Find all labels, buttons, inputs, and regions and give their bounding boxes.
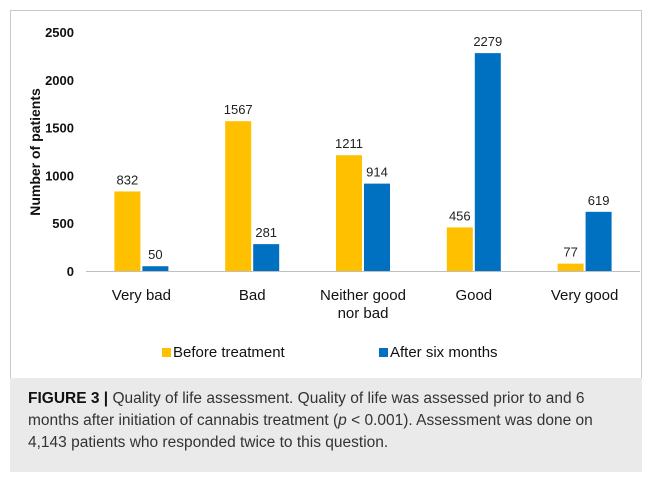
y-tick-label: 1000 xyxy=(45,168,74,183)
bar-after xyxy=(142,266,169,271)
data-label: 619 xyxy=(588,193,610,208)
caption-label: FIGURE 3 | xyxy=(28,390,109,407)
y-tick-label: 500 xyxy=(52,216,74,231)
legend-item-before: Before treatment xyxy=(162,344,285,361)
x-tick-label: Good xyxy=(455,287,492,304)
bar-before xyxy=(336,155,362,271)
bar-after xyxy=(585,211,612,271)
data-label: 281 xyxy=(255,225,277,240)
bar-after xyxy=(364,183,390,271)
legend-label-after: After six months xyxy=(390,344,498,361)
data-label: 1567 xyxy=(224,102,253,117)
bar-chart: 0 500 1000 1500 2000 2500 Number of patients 83… xyxy=(27,25,640,322)
bar-after xyxy=(474,53,501,272)
y-tick-label: 1500 xyxy=(45,121,74,136)
bar-before xyxy=(225,121,252,272)
y-tick-label: 0 xyxy=(67,264,74,279)
data-label: 77 xyxy=(563,245,577,260)
x-tick-label: Very bad xyxy=(112,287,171,304)
chart-legend: Before treatment After six months xyxy=(0,344,652,368)
caption-text: Quality of life assessment. Quality of l… xyxy=(28,390,585,429)
x-tick-label: Bad xyxy=(239,287,266,304)
x-tick-label: Very good xyxy=(551,287,619,304)
figure-caption: FIGURE 3 | Quality of life assessment. Q… xyxy=(10,378,642,472)
legend-swatch-after xyxy=(379,348,388,357)
bar-before xyxy=(557,263,584,271)
data-label: 456 xyxy=(449,208,471,223)
caption-text-2: < 0.001). Assessment was done on 4,143 p… xyxy=(28,412,593,451)
data-label: 832 xyxy=(117,172,139,187)
caption-p-symbol: p xyxy=(338,412,347,429)
bar-after xyxy=(253,244,280,271)
bar-before xyxy=(446,227,473,271)
legend-label-before: Before treatment xyxy=(173,344,285,361)
legend-item-after: After six months xyxy=(379,344,498,361)
x-tick-label: nor bad xyxy=(338,305,389,322)
x-tick-label: Neither good xyxy=(320,287,406,304)
data-label: 2279 xyxy=(473,34,502,49)
bar-before xyxy=(114,191,141,271)
y-tick-label: 2500 xyxy=(45,25,74,40)
legend-swatch-before xyxy=(162,348,171,357)
y-axis-title: Number of patients xyxy=(27,88,43,216)
y-tick-label: 2000 xyxy=(45,73,74,88)
data-label: 50 xyxy=(148,247,162,262)
data-label: 914 xyxy=(366,165,388,180)
data-label: 1211 xyxy=(335,136,363,151)
